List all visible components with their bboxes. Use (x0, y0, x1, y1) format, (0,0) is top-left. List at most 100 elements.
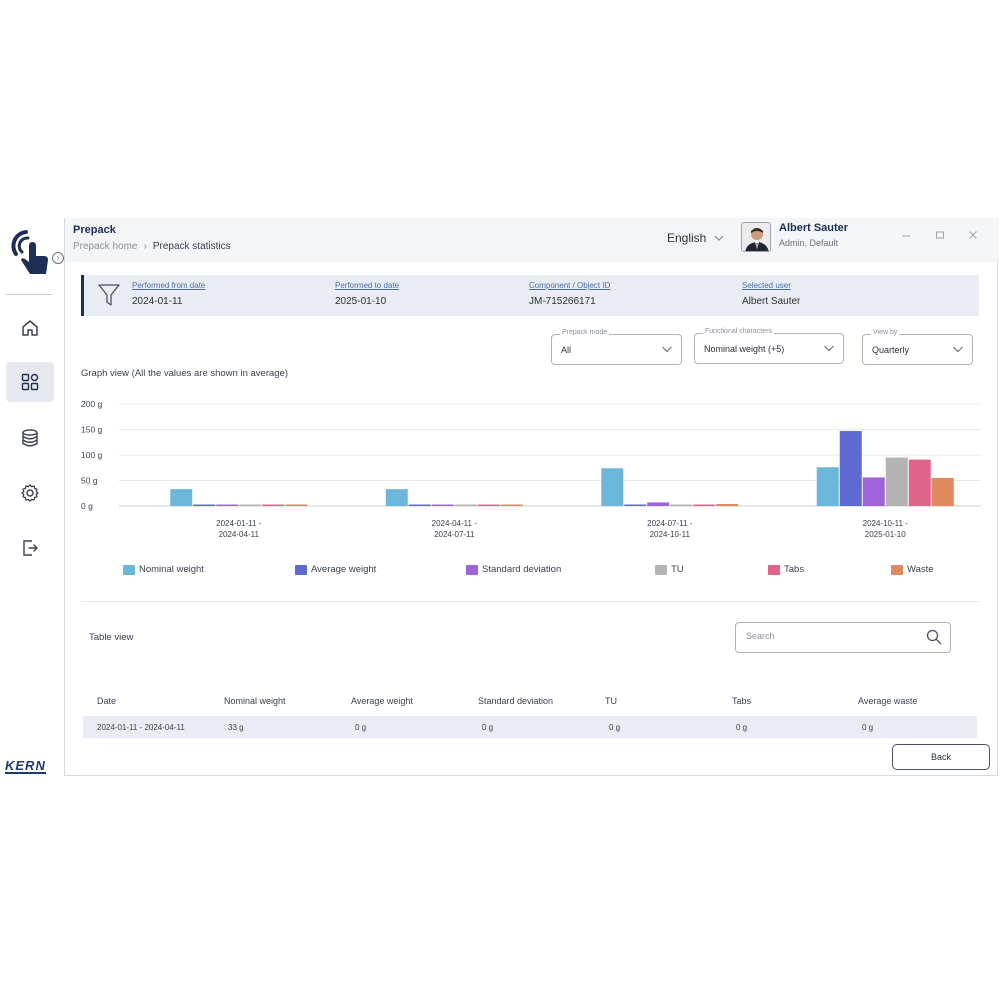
bar-nominal-weight (601, 468, 624, 506)
table-cell: 0 g (736, 723, 748, 732)
y-tick-label: 200 g (81, 399, 103, 409)
column-header[interactable]: Nominal weight (224, 696, 286, 706)
functional-characters-value: Nominal weight (+5) (704, 344, 785, 354)
bar-nominal-weight (816, 467, 839, 506)
close-icon (969, 231, 977, 239)
bar-waste (285, 504, 308, 506)
column-header[interactable]: TU (605, 696, 617, 706)
y-tick-label: 100 g (81, 450, 103, 460)
view-by-value: Quarterly (872, 345, 910, 355)
chevron-down-icon (662, 346, 672, 353)
y-tick-label: 50 g (81, 476, 98, 486)
filter-selected-user-label: Selected user (742, 281, 791, 290)
chevron-right-icon: › (143, 241, 147, 252)
bar-nominal-weight (385, 489, 408, 506)
functional-characters-select[interactable]: Functional characters Nominal weight (+5… (694, 328, 844, 364)
sidebar-item-database[interactable] (6, 418, 54, 458)
filter-component-value: JM-715266171 (529, 296, 596, 307)
column-header[interactable]: Average waste (858, 696, 918, 706)
bar-tu (239, 504, 262, 506)
x-tick-label: 2024-10-11 - (863, 519, 909, 528)
legend-swatch (123, 564, 135, 575)
breadcrumb-home-link[interactable]: Prepack home (73, 241, 138, 252)
column-header[interactable]: Tabs (732, 696, 752, 706)
x-tick-label: 2024-07-11 (434, 530, 475, 539)
funnel-icon[interactable] (98, 283, 120, 312)
filter-to-date-value: 2025-01-10 (335, 296, 387, 307)
table-cell: 0 g (482, 723, 494, 732)
bar-tabs (477, 504, 500, 506)
user-role: Admin, Default (779, 238, 839, 248)
bar-tabs (908, 459, 931, 506)
sidebar-item-home[interactable] (6, 308, 54, 348)
legend-label: Standard deviation (482, 564, 562, 575)
bar-standard-deviation (647, 502, 670, 506)
minimize-icon (902, 235, 910, 237)
sidebar (0, 218, 58, 778)
legend-item[interactable]: Standard deviation (466, 564, 561, 575)
logout-icon (23, 540, 38, 556)
y-tick-label: 150 g (81, 425, 103, 435)
maximize-button[interactable] (935, 230, 945, 243)
table-row[interactable]: 2024-01-11 - 2024-04-11 33 g 0 g 0 g 0 g 0 g 0… (83, 716, 977, 738)
close-button[interactable] (968, 230, 978, 243)
filter-summary: Performed from date 2024-01-11 Performed… (81, 275, 979, 316)
legend-item[interactable]: Average weight (295, 564, 376, 575)
table-cell: 0 g (355, 723, 367, 732)
column-header[interactable]: Standard deviation (478, 696, 554, 706)
legend-label: Tabs (784, 564, 805, 575)
legend-label: TU (671, 564, 684, 575)
legend-item[interactable]: Waste (891, 564, 934, 575)
chart-legend: Nominal weight Average weight Standard dev… (123, 564, 983, 578)
bar-standard-deviation (862, 477, 885, 506)
search-box[interactable] (735, 622, 951, 653)
chevron-down-icon (714, 235, 724, 241)
functional-characters-label: Functional characters (703, 328, 774, 335)
chevron-right-icon: › (56, 253, 60, 262)
bar-average-weight (839, 431, 862, 506)
bar-standard-deviation (431, 504, 454, 506)
avatar[interactable] (741, 222, 771, 252)
view-by-label: View by (871, 329, 900, 336)
column-header[interactable]: Date (97, 696, 117, 706)
breadcrumb: Prepack home › Prepack statistics (73, 241, 231, 252)
search-input[interactable] (746, 631, 916, 641)
title-bar: Prepack Prepack home › Prepack statistic… (65, 218, 999, 262)
table-cell: 33 g (228, 723, 244, 732)
legend-swatch (768, 564, 780, 575)
breadcrumb-current: Prepack statistics (152, 241, 231, 252)
x-tick-label: 2024-07-11 - (647, 519, 693, 528)
sidebar-item-dashboard[interactable] (6, 362, 54, 402)
legend-item[interactable]: Tabs (768, 564, 804, 575)
table-cell: 0 g (862, 723, 874, 732)
language-selector[interactable]: English (667, 231, 724, 245)
x-tick-label: 2024-10-11 (650, 530, 691, 539)
filter-from-date-value: 2024-01-11 (132, 296, 183, 307)
sidebar-item-settings[interactable] (6, 473, 54, 513)
filter-component: Component / Object ID JM-715266171 (529, 281, 610, 307)
legend-item[interactable]: TU (655, 564, 684, 575)
dashboard-icon (21, 373, 39, 391)
back-button[interactable]: Back (892, 744, 990, 770)
graph-view-title: Graph view (All the values are shown in … (81, 368, 288, 379)
bar-average-weight (408, 504, 431, 506)
legend-swatch (466, 564, 478, 575)
bar-standard-deviation (216, 504, 239, 506)
bar-tu (885, 457, 908, 506)
legend-swatch (655, 564, 667, 575)
section-divider (81, 601, 979, 602)
legend-swatch (891, 564, 903, 575)
sidebar-item-logout[interactable] (6, 528, 54, 568)
sidebar-expand-button[interactable]: › (52, 252, 64, 264)
y-tick-label: 0 g (81, 501, 93, 511)
view-by-select[interactable]: View by Quarterly (862, 329, 973, 365)
app-logo-icon (8, 226, 52, 282)
settings-icon (21, 484, 39, 502)
prepack-mode-select[interactable]: Prepack mode All (551, 329, 682, 365)
search-icon[interactable] (926, 629, 942, 645)
bar-waste (931, 477, 954, 506)
legend-item[interactable]: Nominal weight (123, 564, 204, 575)
column-header[interactable]: Average weight (351, 696, 413, 706)
legend-swatch (295, 564, 307, 575)
minimize-button[interactable] (901, 230, 911, 243)
